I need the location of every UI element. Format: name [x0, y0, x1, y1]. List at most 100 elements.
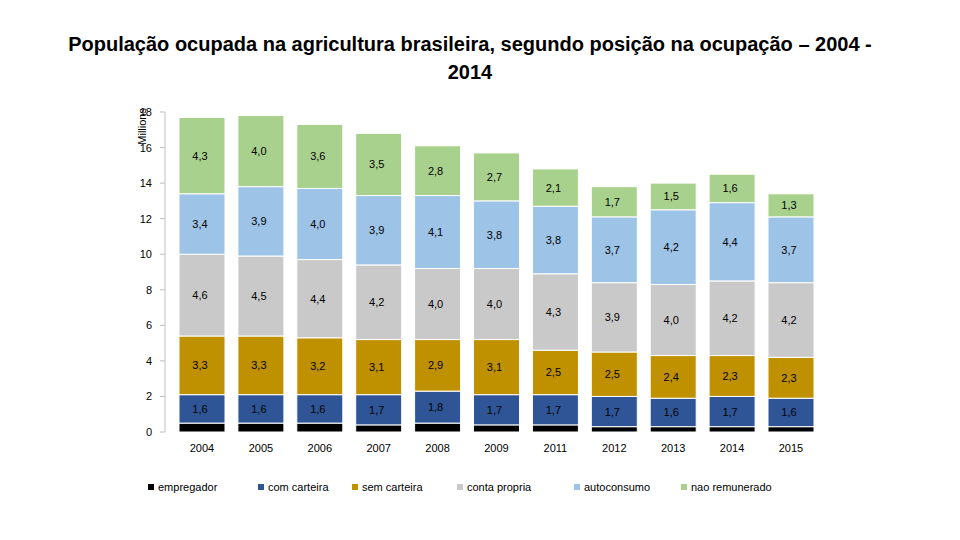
- bar-segment: [238, 187, 284, 256]
- bar-segment: [179, 194, 225, 254]
- legend-swatch: [258, 484, 264, 490]
- data-label: 1,6: [664, 406, 679, 418]
- data-label: 3,7: [781, 244, 796, 256]
- bar-segment: [356, 133, 402, 195]
- data-label: 1,7: [605, 406, 620, 418]
- data-label: 4,0: [428, 298, 443, 310]
- data-label: 4,0: [664, 314, 679, 326]
- legend-label: empregador: [158, 481, 218, 493]
- bar-segment: [591, 396, 637, 426]
- data-label: 4,4: [310, 293, 325, 305]
- bar-segment: [709, 203, 755, 281]
- data-label: 1,5: [664, 190, 679, 202]
- legend-swatch: [457, 484, 463, 490]
- bar-segment: [768, 357, 814, 398]
- bar-segment: [709, 427, 755, 432]
- y-tick-label: 8: [146, 284, 152, 296]
- data-label: 3,8: [487, 229, 502, 241]
- bar-segment: [179, 254, 225, 336]
- bars: [179, 116, 814, 432]
- data-label: 2,7: [487, 171, 502, 183]
- bar-segment: [415, 146, 461, 196]
- y-tick: [160, 325, 165, 326]
- data-label: 3,3: [192, 359, 207, 371]
- x-tick-label: 2013: [661, 442, 685, 454]
- bar-segment: [532, 350, 578, 394]
- x-tick-label: 2011: [544, 442, 568, 454]
- bar-segment: [709, 281, 755, 356]
- bar-segment: [297, 260, 343, 338]
- y-tick-label: 6: [146, 319, 152, 331]
- data-label: 2,3: [781, 372, 796, 384]
- x-tick-label: 2007: [366, 442, 390, 454]
- data-label: 2,5: [546, 366, 561, 378]
- bar-segment: [532, 395, 578, 425]
- data-label: 1,6: [781, 406, 796, 418]
- bar-segment: [474, 340, 520, 395]
- data-label: 2,5: [605, 368, 620, 380]
- data-label: 3,4: [192, 218, 207, 230]
- bar-segment: [415, 340, 461, 392]
- bar-segment: [474, 201, 520, 269]
- bar-segment: [474, 395, 520, 425]
- data-label: 1,6: [722, 182, 737, 194]
- data-label: 3,2: [310, 360, 325, 372]
- data-label: 1,7: [546, 404, 561, 416]
- legend-swatch: [148, 484, 154, 490]
- bar-segment: [238, 395, 284, 423]
- bar-segment: [768, 283, 814, 358]
- bar-segment: [591, 427, 637, 432]
- bar-segment: [474, 425, 520, 432]
- bar-segment: [356, 425, 402, 432]
- bar-segment: [297, 188, 343, 259]
- x-tick-label: 2015: [779, 442, 803, 454]
- legend-label: conta propria: [467, 481, 532, 493]
- data-label: 1,6: [251, 403, 266, 415]
- y-tick-label: 14: [140, 177, 152, 189]
- chart-title: População ocupada na agricultura brasile…: [60, 30, 880, 86]
- bar-segment: [709, 356, 755, 397]
- bar-segment: [356, 340, 402, 395]
- bar-segment: [650, 398, 696, 426]
- data-label: 3,6: [310, 150, 325, 162]
- x-tick-label: 2005: [249, 442, 273, 454]
- data-label: 4,0: [251, 145, 266, 157]
- data-label: 2,1: [546, 182, 561, 194]
- data-label: 4,1: [428, 226, 443, 238]
- data-label: 3,1: [369, 361, 384, 373]
- data-label: 4,5: [251, 290, 266, 302]
- x-tick-label: 2014: [720, 442, 744, 454]
- x-tick-label: 2012: [602, 442, 626, 454]
- y-tick: [160, 360, 165, 361]
- bar-segment: [768, 217, 814, 283]
- data-label: 4,6: [192, 289, 207, 301]
- data-label: 2,4: [664, 371, 679, 383]
- bar-segment: [297, 423, 343, 432]
- data-label: 3,9: [251, 215, 266, 227]
- legend-swatch: [574, 484, 580, 490]
- bar-segment: [356, 265, 402, 340]
- data-label: 3,9: [369, 224, 384, 236]
- bar-segment: [650, 210, 696, 285]
- bar-segment: [415, 196, 461, 269]
- bar-segment: [415, 423, 461, 432]
- bar-segment: [238, 336, 284, 395]
- bar-segment: [532, 169, 578, 206]
- y-tick: [160, 218, 165, 219]
- data-label: 2,9: [428, 359, 443, 371]
- x-tick-label: 2004: [190, 442, 214, 454]
- data-label: 1,7: [722, 406, 737, 418]
- data-label: 3,9: [605, 311, 620, 323]
- data-label: 1,3: [781, 199, 796, 211]
- legend-swatch: [681, 484, 687, 490]
- y-tick: [160, 432, 165, 433]
- bar-segment: [768, 427, 814, 432]
- data-label: 1,7: [487, 404, 502, 416]
- bar-segment: [650, 427, 696, 432]
- data-label: 4,2: [664, 241, 679, 253]
- bar-segment: [474, 268, 520, 339]
- data-label: 2,8: [428, 165, 443, 177]
- data-label: 1,7: [369, 404, 384, 416]
- data-label: 3,7: [605, 244, 620, 256]
- legend-label: nao remunerado: [691, 481, 772, 493]
